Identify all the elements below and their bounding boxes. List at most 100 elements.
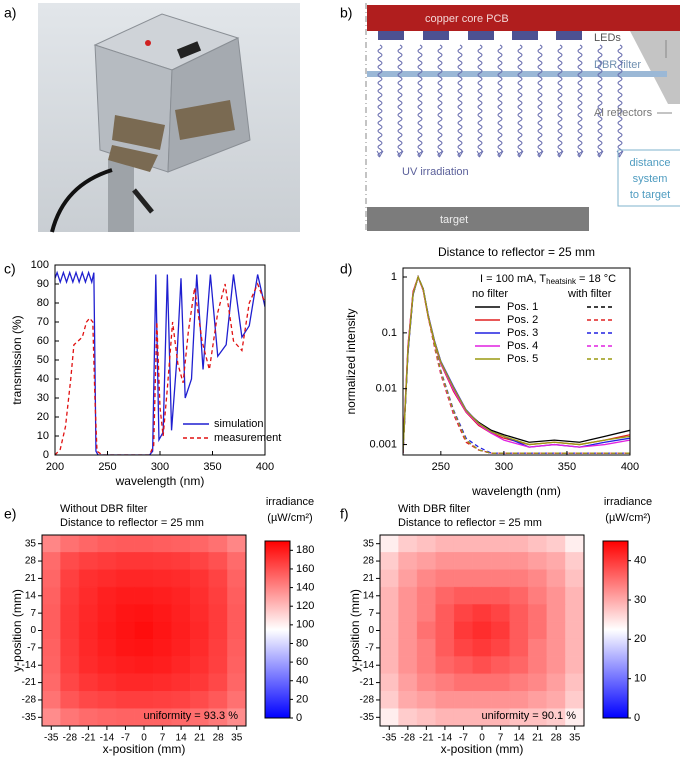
heatmap-cell — [41, 708, 61, 727]
heatmap-cell — [379, 569, 399, 588]
y-tick-label: 20 — [37, 411, 49, 423]
colorbar-label: (µW/cm²) — [605, 512, 650, 524]
heatmap-cell — [153, 656, 173, 675]
plot-frame — [402, 267, 631, 456]
x-tick-label: 250 — [98, 461, 116, 473]
heatmap-cell — [97, 586, 117, 605]
x-tick-label: 35 — [569, 733, 581, 744]
heatmap-cell — [398, 656, 418, 675]
heatmap-cell — [398, 673, 418, 692]
annotation: I = 100 mA, Theatsink = 18 °C — [480, 273, 616, 286]
heatmap-cell — [153, 552, 173, 570]
y-tick-label: 40 — [37, 373, 49, 385]
heatmap-cell — [453, 691, 473, 709]
uv-arrowhead — [576, 150, 584, 157]
heatmap-cell — [435, 586, 455, 605]
panel-label: f) — [340, 506, 349, 522]
heatmap-cell — [227, 638, 247, 657]
y-tick-label: 28 — [25, 556, 37, 567]
heatmap-cell — [208, 621, 228, 640]
heatmap-cell — [472, 691, 492, 709]
heatmap-cell — [78, 708, 98, 727]
heatmap-cell — [208, 604, 228, 623]
x-tick-label: 35 — [231, 733, 243, 744]
x-tick-label: -7 — [459, 733, 468, 744]
heatmap-cell — [491, 586, 511, 605]
heatmap-cell — [435, 708, 455, 727]
heatmap-cell — [97, 673, 117, 692]
colorbar-tick-label: 160 — [296, 563, 314, 575]
heatmap-cell — [546, 534, 566, 553]
heatmap-cell — [190, 604, 210, 623]
uv-wave — [557, 44, 563, 158]
y-axis-label: y-position (mm) — [348, 589, 362, 672]
y-tick-label: 28 — [363, 556, 375, 567]
x-tick-label: 350 — [558, 461, 576, 473]
uv-wave — [617, 44, 623, 158]
heatmap-cell — [379, 586, 399, 605]
y-tick-label: 10 — [37, 430, 49, 442]
chart-title: Without DBR filter — [60, 503, 148, 515]
uv-wave — [397, 44, 403, 158]
led — [423, 31, 449, 40]
heatmap-cell — [398, 638, 418, 657]
heatmap-cell — [398, 621, 418, 640]
heatmap-cell — [153, 673, 173, 692]
heatmap-cell — [398, 691, 418, 709]
x-tick-label: -35 — [382, 733, 397, 744]
heatmap-cell — [435, 638, 455, 657]
heatmap-cell — [227, 552, 247, 570]
heatmap-cell — [60, 708, 80, 727]
target-label: target — [440, 214, 468, 226]
heatmap-cell — [153, 638, 173, 657]
heatmap-cell — [97, 569, 117, 588]
heatmap-cell — [41, 586, 61, 605]
uv-arrowhead — [596, 150, 604, 157]
indicator — [145, 40, 151, 46]
heatmap-cell — [190, 638, 210, 657]
knob — [132, 188, 154, 214]
heatmap-cell — [472, 569, 492, 588]
y-tick-label: 0.001 — [369, 438, 397, 450]
heatmap-cell — [379, 621, 399, 640]
heatmap-cell — [509, 586, 529, 605]
heatmap-cell — [153, 534, 173, 553]
colorbar — [602, 540, 629, 719]
heatmap-cell — [153, 569, 173, 588]
target — [367, 207, 589, 231]
heatmap-cell — [227, 691, 247, 709]
heatmap-cell — [97, 604, 117, 623]
y-tick-label: 14 — [363, 590, 375, 601]
y-tick-label: -28 — [22, 695, 37, 706]
heatmap-cell — [78, 586, 98, 605]
heatmap-cell — [546, 604, 566, 623]
heatmap-cell — [41, 604, 61, 623]
y-tick-label: -28 — [360, 695, 375, 706]
heatmap-cell — [60, 586, 80, 605]
distance-label: system — [633, 173, 668, 185]
y-tick-label: -7 — [365, 643, 374, 654]
heatmap-cell — [41, 656, 61, 675]
heatmap-cell — [528, 586, 548, 605]
uv-wave — [497, 44, 503, 158]
annotation-text: I = 100 mA, T — [480, 273, 546, 285]
legend-label: Pos. 4 — [507, 340, 538, 352]
chart-title: Distance to reflector = 25 mm — [398, 517, 542, 529]
heatmap-cell — [171, 586, 191, 605]
heatmap-cell — [546, 621, 566, 640]
heatmap-cell — [78, 691, 98, 709]
heatmap-cell — [546, 569, 566, 588]
heatmap-cell — [528, 552, 548, 570]
y-tick-label: 14 — [25, 590, 37, 601]
heatmap-cell — [227, 586, 247, 605]
distance-label: to target — [630, 189, 670, 201]
y-tick-label: -14 — [22, 660, 37, 671]
x-tick-label: 400 — [621, 461, 639, 473]
annotation-sub: heatsink — [546, 277, 577, 286]
y-axis-label: transmission (%) — [10, 315, 24, 404]
heatmap-cell — [134, 586, 154, 605]
panel-label: a) — [4, 5, 16, 21]
led-grille — [112, 115, 165, 150]
heatmap-cell — [509, 656, 529, 675]
heatmap-cell — [208, 569, 228, 588]
